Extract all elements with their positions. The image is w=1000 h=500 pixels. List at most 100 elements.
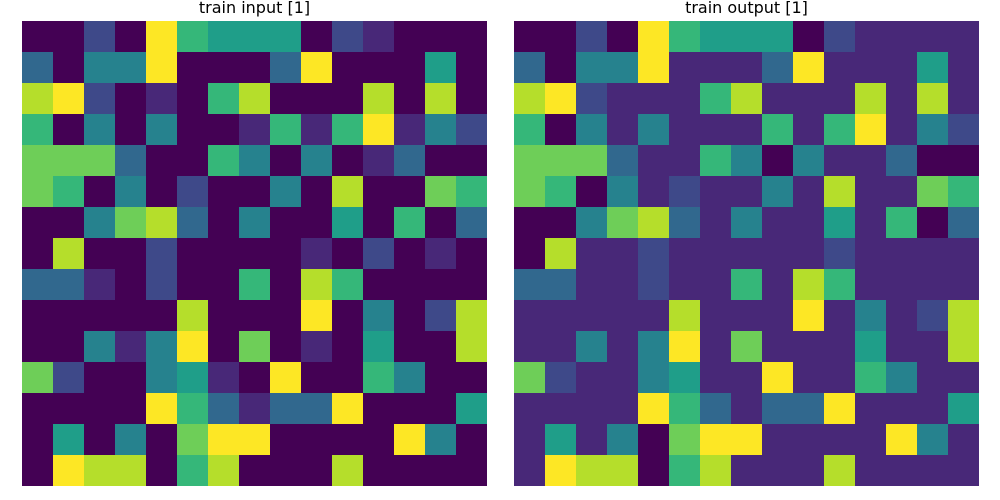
grid-cell: [84, 21, 115, 52]
grid-cell: [793, 83, 824, 114]
grid-cell: [363, 145, 394, 176]
grid-cell: [514, 207, 545, 238]
grid-cell: [270, 362, 301, 393]
grid-cell: [363, 424, 394, 455]
grid-cell: [22, 207, 53, 238]
grid-cell: [394, 207, 425, 238]
grid-cell: [731, 207, 762, 238]
grid-cell: [146, 362, 177, 393]
grid-cell: [425, 21, 456, 52]
grid-cell: [332, 176, 363, 207]
grid-cell: [22, 455, 53, 486]
grid-cell: [948, 455, 979, 486]
grid-cell: [824, 52, 855, 83]
grid-cell: [363, 393, 394, 424]
grid-cell: [301, 238, 332, 269]
grid-cell: [886, 83, 917, 114]
grid-cell: [53, 52, 84, 83]
grid-cell: [239, 393, 270, 424]
grid-cell: [762, 331, 793, 362]
grid-cell: [824, 145, 855, 176]
grid-cell: [886, 424, 917, 455]
grid-cell: [146, 176, 177, 207]
grid-cell: [22, 145, 53, 176]
grid-cell: [177, 331, 208, 362]
grid-cell: [514, 393, 545, 424]
grid-cell: [22, 114, 53, 145]
grid-cell: [53, 176, 84, 207]
grid-cell: [762, 21, 793, 52]
grid-cell: [456, 269, 487, 300]
grid-cell: [855, 207, 886, 238]
grid-cell: [886, 331, 917, 362]
grid-cell: [793, 300, 824, 331]
grid-cell: [731, 114, 762, 145]
grid-cell: [332, 207, 363, 238]
grid-cell: [456, 83, 487, 114]
grid-cell: [270, 52, 301, 83]
grid-cell: [270, 238, 301, 269]
grid-cell: [917, 52, 948, 83]
grid-cell: [394, 238, 425, 269]
grid-cell: [855, 114, 886, 145]
grid-cell: [301, 114, 332, 145]
train-input-grid: [22, 21, 487, 486]
grid-cell: [514, 300, 545, 331]
grid-cell: [948, 362, 979, 393]
grid-cell: [146, 21, 177, 52]
grid-cell: [332, 300, 363, 331]
grid-cell: [762, 393, 793, 424]
grid-cell: [332, 455, 363, 486]
grid-cell: [115, 455, 146, 486]
grid-cell: [545, 114, 576, 145]
grid-cell: [84, 114, 115, 145]
grid-cell: [53, 114, 84, 145]
grid-cell: [177, 83, 208, 114]
grid-cell: [53, 145, 84, 176]
grid-cell: [270, 424, 301, 455]
grid-cell: [669, 393, 700, 424]
grid-cell: [456, 331, 487, 362]
grid-cell: [855, 455, 886, 486]
grid-cell: [53, 269, 84, 300]
grid-cell: [239, 269, 270, 300]
grid-cell: [22, 52, 53, 83]
grid-cell: [115, 83, 146, 114]
grid-cell: [762, 145, 793, 176]
grid-cell: [669, 145, 700, 176]
grid-cell: [700, 83, 731, 114]
grid-cell: [115, 424, 146, 455]
grid-cell: [115, 238, 146, 269]
grid-cell: [115, 21, 146, 52]
grid-cell: [332, 83, 363, 114]
grid-cell: [177, 455, 208, 486]
grid-cell: [425, 145, 456, 176]
grid-cell: [669, 362, 700, 393]
grid-cell: [762, 238, 793, 269]
grid-cell: [270, 331, 301, 362]
grid-cell: [456, 455, 487, 486]
grid-cell: [456, 21, 487, 52]
grid-cell: [793, 455, 824, 486]
grid-cell: [22, 331, 53, 362]
grid-cell: [762, 362, 793, 393]
grid-cell: [363, 83, 394, 114]
grid-cell: [576, 455, 607, 486]
grid-cell: [84, 269, 115, 300]
grid-cell: [208, 424, 239, 455]
grid-cell: [917, 83, 948, 114]
grid-cell: [115, 145, 146, 176]
grid-cell: [332, 114, 363, 145]
grid-cell: [394, 83, 425, 114]
grid-cell: [700, 207, 731, 238]
grid-cell: [332, 269, 363, 300]
grid-cell: [731, 21, 762, 52]
grid-cell: [177, 300, 208, 331]
grid-cell: [456, 52, 487, 83]
grid-cell: [363, 238, 394, 269]
grid-cell: [22, 83, 53, 114]
grid-cell: [576, 238, 607, 269]
grid-cell: [669, 83, 700, 114]
train-output-grid: [514, 21, 979, 486]
grid-cell: [177, 207, 208, 238]
